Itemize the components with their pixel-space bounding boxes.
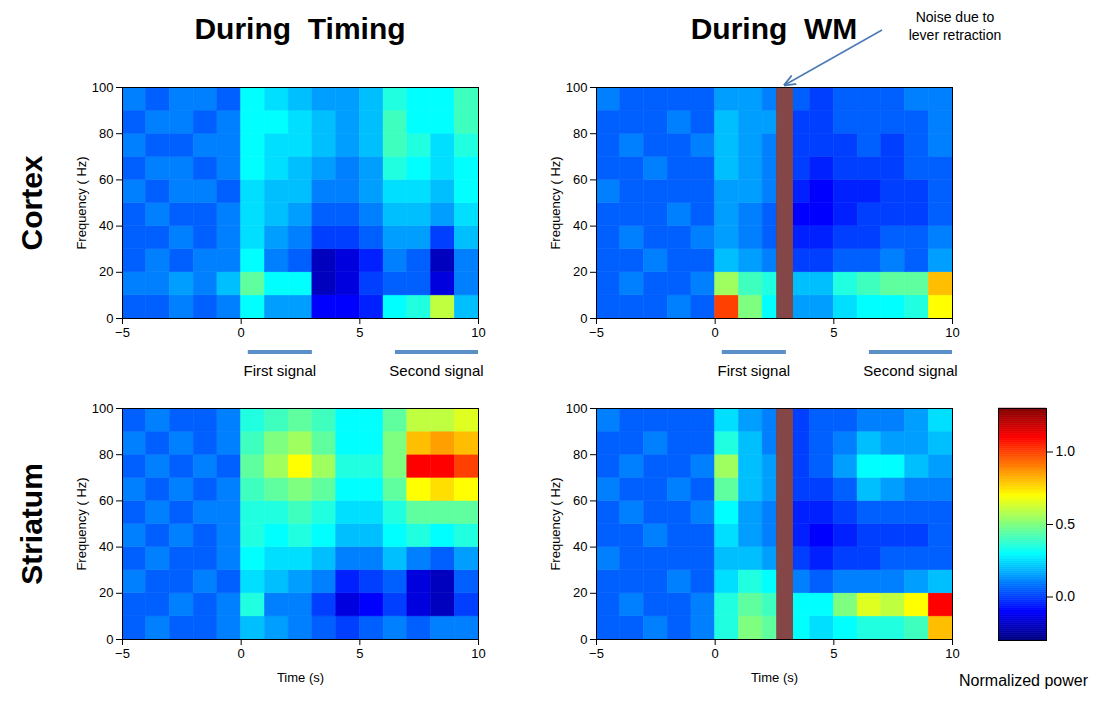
svg-text:5: 5: [356, 325, 363, 340]
svg-text:10: 10: [471, 646, 485, 661]
svg-text:0: 0: [712, 325, 719, 340]
svg-text:10: 10: [471, 325, 485, 340]
svg-text:100: 100: [566, 401, 588, 416]
svg-text:60: 60: [99, 493, 113, 508]
svg-text:100: 100: [566, 80, 588, 95]
svg-text:100: 100: [92, 80, 114, 95]
svg-text:40: 40: [99, 218, 113, 233]
svg-text:20: 20: [99, 264, 113, 279]
svg-text:Frequency ( Hz): Frequency ( Hz): [548, 477, 563, 570]
svg-text:80: 80: [573, 447, 587, 462]
svg-text:Second signal: Second signal: [863, 362, 957, 379]
svg-text:20: 20: [573, 264, 587, 279]
html-text:Normalized power: Normalized power: [959, 672, 1088, 689]
svg-text:0.0: 0.0: [1056, 588, 1076, 604]
svg-text:60: 60: [573, 172, 587, 187]
html-text:Cortex: Cortex: [15, 155, 48, 250]
html-text:During Timing: During Timing: [194, 12, 406, 45]
svg-text:60: 60: [99, 172, 113, 187]
svg-text:5: 5: [830, 646, 837, 661]
svg-text:0: 0: [106, 311, 113, 326]
svg-text:0: 0: [238, 646, 245, 661]
svg-text:0: 0: [580, 632, 587, 647]
svg-text:0.5: 0.5: [1056, 516, 1076, 532]
svg-text:5: 5: [830, 325, 837, 340]
svg-text:Second signal: Second signal: [389, 362, 483, 379]
svg-text:Noise due to: Noise due to: [916, 9, 995, 25]
svg-text:10: 10: [945, 325, 959, 340]
svg-text:−5: −5: [589, 646, 604, 661]
svg-text:80: 80: [99, 447, 113, 462]
svg-text:0: 0: [238, 325, 245, 340]
svg-text:5: 5: [356, 646, 363, 661]
svg-text:Frequency ( Hz): Frequency ( Hz): [74, 477, 89, 570]
svg-text:−5: −5: [115, 325, 130, 340]
svg-text:Frequency ( Hz): Frequency ( Hz): [74, 156, 89, 249]
svg-text:20: 20: [573, 585, 587, 600]
svg-text:20: 20: [99, 585, 113, 600]
svg-text:Frequency ( Hz): Frequency ( Hz): [548, 156, 563, 249]
svg-text:80: 80: [99, 126, 113, 141]
svg-text:First signal: First signal: [718, 362, 791, 379]
svg-text:60: 60: [573, 493, 587, 508]
svg-text:40: 40: [573, 539, 587, 554]
svg-text:−5: −5: [115, 646, 130, 661]
svg-text:Time (s): Time (s): [277, 670, 324, 685]
svg-text:0: 0: [712, 646, 719, 661]
svg-text:100: 100: [92, 401, 114, 416]
svg-text:lever retraction: lever retraction: [909, 27, 1002, 43]
svg-text:First signal: First signal: [244, 362, 317, 379]
svg-text:10: 10: [945, 646, 959, 661]
svg-text:Time (s): Time (s): [751, 670, 798, 685]
svg-text:80: 80: [573, 126, 587, 141]
html-text:Striatum: Striatum: [15, 462, 48, 585]
svg-text:0: 0: [106, 632, 113, 647]
svg-text:40: 40: [99, 539, 113, 554]
svg-text:1.0: 1.0: [1056, 443, 1076, 459]
html-text:During WM: During WM: [690, 12, 858, 45]
svg-text:−5: −5: [589, 325, 604, 340]
svg-text:40: 40: [573, 218, 587, 233]
svg-text:0: 0: [580, 311, 587, 326]
